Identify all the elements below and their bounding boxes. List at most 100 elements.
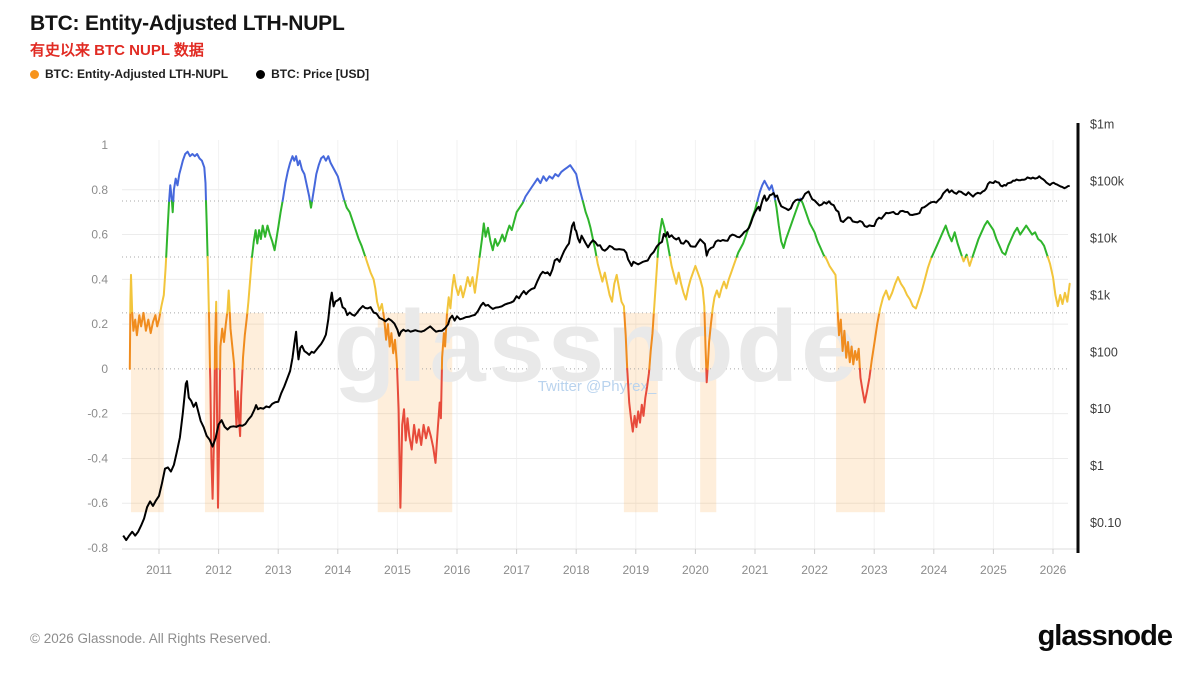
nupl-line — [648, 311, 655, 370]
nupl-line — [711, 255, 738, 314]
glassnode-watermark: glassnode — [334, 291, 861, 403]
x-axis-label: 2017 — [503, 563, 530, 577]
y-right-label: $1m — [1090, 118, 1114, 132]
nupl-line — [281, 155, 311, 202]
nupl-line — [440, 311, 449, 370]
x-axis-label: 2022 — [801, 563, 828, 577]
legend-label-nupl: BTC: Entity-Adjusted LTH-NUPL — [45, 67, 229, 81]
nupl-line — [930, 224, 964, 258]
y-left-label: 0.4 — [91, 272, 108, 286]
nupl-line — [774, 200, 801, 249]
nupl-line — [206, 255, 210, 314]
y-left-label: -0.4 — [87, 451, 108, 465]
nupl-line — [703, 311, 708, 370]
nupl-line — [800, 200, 826, 258]
x-axis-label: 2024 — [920, 563, 947, 577]
nupl-line — [215, 367, 222, 509]
nupl-line — [626, 367, 651, 433]
nupl-line — [168, 184, 173, 202]
y-right-label: $100 — [1090, 345, 1118, 359]
twitter-credit-watermark: Twitter @Phyrex_ — [538, 378, 657, 395]
nupl-line — [1046, 255, 1071, 308]
nupl-line — [207, 311, 211, 370]
x-axis-label: 2011 — [146, 563, 172, 577]
nupl-line — [131, 311, 162, 337]
nupl-line — [205, 200, 209, 258]
nupl-line — [858, 367, 872, 404]
nupl-line — [446, 255, 481, 314]
nupl-line — [129, 273, 134, 314]
y-right-label: $1k — [1090, 288, 1111, 302]
x-axis-label: 2013 — [265, 563, 292, 577]
highlight-band — [700, 312, 717, 513]
x-axis-label: 2025 — [980, 563, 1007, 577]
price-legend-dot-icon — [256, 69, 266, 79]
nupl-legend-dot-icon — [30, 69, 39, 79]
nupl-line — [159, 255, 168, 314]
y-right-label: $1 — [1090, 459, 1104, 473]
nupl-line — [869, 311, 881, 370]
nupl-line — [966, 255, 974, 267]
x-axis-label: 2023 — [861, 563, 888, 577]
y-left-label: 0.6 — [91, 228, 108, 242]
nupl-line — [522, 164, 584, 202]
y-left-label: 0 — [101, 362, 108, 376]
nupl-line — [246, 255, 253, 314]
x-axis-label: 2021 — [742, 563, 769, 577]
nupl-line — [756, 179, 777, 202]
nupl-line — [669, 255, 706, 314]
footer-copyright: © 2026 Glassnode. All Rights Reserved. — [30, 631, 272, 646]
legend: BTC: Entity-Adjusted LTH-NUPL BTC: Price… — [30, 67, 369, 81]
nupl-line — [705, 367, 709, 384]
nupl-line — [233, 367, 244, 438]
nupl-line — [396, 367, 443, 509]
glassnode-logo: glassnode — [1037, 620, 1173, 652]
nupl-line — [382, 311, 399, 370]
nupl-line — [652, 255, 659, 314]
nupl-line — [226, 289, 231, 314]
x-axis-label: 2026 — [1040, 563, 1067, 577]
price-line — [122, 175, 1070, 542]
x-axis-label: 2019 — [622, 563, 649, 577]
y-right-label: $0.10 — [1090, 516, 1121, 530]
nupl-line — [170, 200, 175, 214]
nupl-line — [251, 200, 284, 258]
y-right-label: $10 — [1090, 402, 1111, 416]
y-left-label: -0.8 — [87, 541, 108, 555]
nupl-line — [128, 311, 132, 370]
x-axis-label: 2014 — [324, 563, 351, 577]
nupl-line — [971, 220, 1049, 258]
nupl-line — [595, 255, 626, 314]
highlight-band — [836, 312, 885, 513]
y-left-label: -0.2 — [87, 407, 108, 421]
nupl-line — [364, 255, 385, 314]
nupl-line — [219, 311, 229, 370]
legend-label-price: BTC: Price [USD] — [271, 67, 370, 81]
page-subtitle: 有史以来 BTC NUPL 数据 — [30, 42, 204, 59]
x-axis-label: 2012 — [205, 563, 232, 577]
highlight-band — [130, 312, 164, 513]
page-title: BTC: Entity-Adjusted LTH-NUPL — [30, 12, 345, 35]
x-axis-label: 2015 — [384, 563, 411, 577]
legend-item-price[interactable]: BTC: Price [USD] — [256, 67, 369, 81]
x-axis-label: 2020 — [682, 563, 709, 577]
nupl-line — [836, 311, 861, 370]
y-right-label: $10k — [1090, 232, 1118, 246]
x-axis-label: 2018 — [563, 563, 590, 577]
chart-header: BTC: Entity-Adjusted LTH-NUPL 有史以来 BTC N… — [30, 12, 369, 81]
nupl-line — [581, 200, 598, 258]
nupl-line — [311, 155, 346, 202]
nupl-line — [165, 200, 171, 258]
y-right-label: $100k — [1090, 175, 1125, 189]
y-left-label: 1 — [101, 138, 108, 152]
nupl-line — [623, 311, 629, 370]
nupl-line — [241, 311, 249, 370]
x-axis-label: 2016 — [444, 563, 471, 577]
y-left-label: 0.8 — [91, 183, 108, 197]
nupl-line — [209, 367, 216, 500]
nupl-line — [228, 311, 236, 370]
nupl-line — [172, 150, 207, 202]
nupl-line — [961, 255, 967, 263]
legend-item-nupl[interactable]: BTC: Entity-Adjusted LTH-NUPL — [30, 67, 228, 81]
